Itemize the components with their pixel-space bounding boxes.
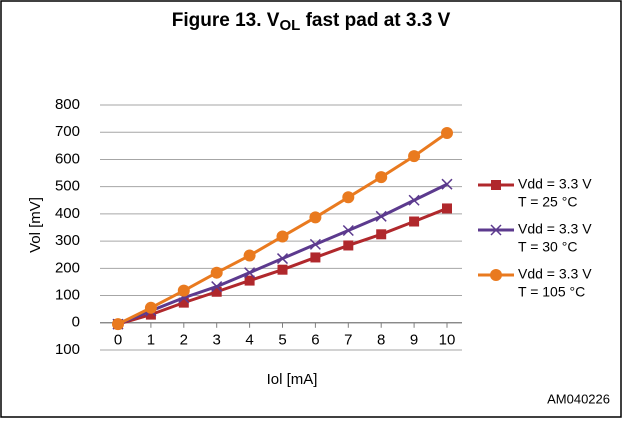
legend-label: T = 30 °C xyxy=(518,239,577,255)
legend-label: T = 105 °C xyxy=(518,284,585,300)
legend-label: T = 25 °C xyxy=(518,194,577,210)
legend-label: Vdd = 3.3 V xyxy=(518,266,592,282)
y-tick-label: 400 xyxy=(55,205,80,222)
x-tick-label: 4 xyxy=(245,332,253,349)
y-tick-label: 200 xyxy=(55,259,80,276)
marker xyxy=(244,267,256,279)
x-tick-label: 2 xyxy=(180,332,188,349)
x-tick-label: 7 xyxy=(344,332,352,349)
marker xyxy=(408,194,420,206)
x-tick-label: 8 xyxy=(377,332,385,349)
title-rest: fast pad at 3.3 V xyxy=(300,10,450,31)
title-subscript: OL xyxy=(279,17,300,34)
title-main: Figure 13. V xyxy=(172,10,280,31)
marker xyxy=(310,252,321,263)
marker xyxy=(277,264,288,275)
marker xyxy=(112,318,124,331)
marker xyxy=(244,275,255,286)
y-tick-label: 100 xyxy=(55,341,80,358)
marker xyxy=(178,297,189,308)
y-tick-label: 100 xyxy=(55,287,80,304)
marker xyxy=(490,224,502,236)
marker xyxy=(309,238,321,250)
marker xyxy=(342,191,355,204)
marker xyxy=(409,216,420,227)
marker xyxy=(441,127,453,140)
marker xyxy=(243,249,256,262)
marker xyxy=(144,301,157,314)
marker xyxy=(276,230,289,243)
x-tick-label: 10 xyxy=(439,332,456,349)
marker xyxy=(309,211,322,224)
x-tick-label: 3 xyxy=(213,332,221,349)
y-tick-label: 600 xyxy=(55,150,80,167)
marker xyxy=(408,150,421,163)
y-tick-label: 700 xyxy=(55,123,80,140)
x-tick-label: 6 xyxy=(311,332,319,349)
marker xyxy=(491,180,501,190)
marker xyxy=(376,229,387,240)
marker xyxy=(211,286,222,297)
marker xyxy=(343,240,354,251)
y-tick-label: 500 xyxy=(55,178,80,195)
marker xyxy=(375,210,387,222)
x-axis-label: Iol [mA] xyxy=(267,371,318,388)
marker xyxy=(211,281,223,293)
x-tick-label: 5 xyxy=(278,332,286,349)
marker xyxy=(342,224,354,237)
marker xyxy=(210,266,223,279)
marker xyxy=(490,269,502,281)
y-axis-label: Vol [mV] xyxy=(27,197,44,253)
y-tick-label: 0 xyxy=(72,314,80,331)
legend-label: Vdd = 3.3 V xyxy=(518,221,592,237)
marker xyxy=(177,284,190,297)
y-tick-label: 800 xyxy=(55,96,80,113)
x-tick-label: 1 xyxy=(147,332,155,349)
x-tick-label: 0 xyxy=(114,332,122,349)
chart-title: Figure 13. VOL fast pad at 3.3 V xyxy=(172,10,451,34)
marker xyxy=(375,171,388,184)
marker xyxy=(441,178,453,190)
x-tick-label: 9 xyxy=(410,332,418,349)
y-tick-label: 300 xyxy=(55,232,80,249)
legend-label: Vdd = 3.3 V xyxy=(518,176,592,192)
footnote: AM040226 xyxy=(547,391,610,406)
marker xyxy=(145,309,156,320)
marker xyxy=(442,203,452,214)
marker xyxy=(276,253,289,265)
